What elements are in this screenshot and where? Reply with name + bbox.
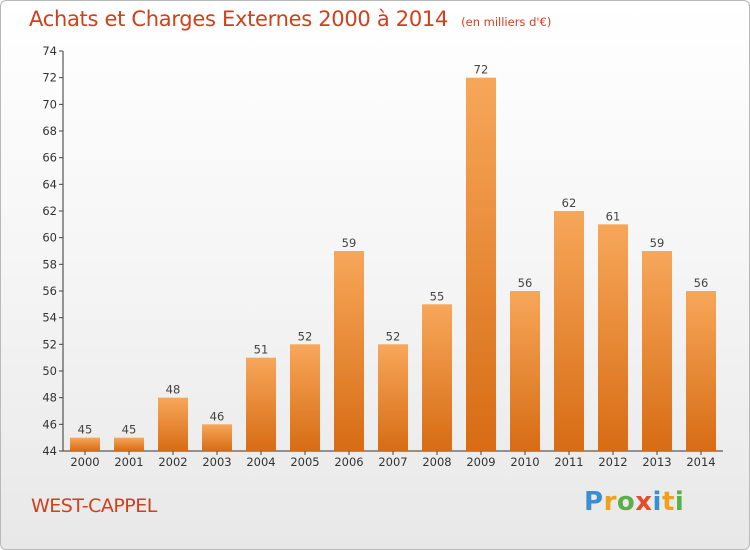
x-tick-label: 2013 [642, 455, 671, 469]
x-tick-label: 2008 [422, 455, 451, 469]
x-tick-label: 2007 [378, 455, 407, 469]
bar [70, 437, 100, 451]
chart-title: Achats et Charges Externes 2000 à 2014 [29, 7, 449, 31]
chart-axes: 44 46 48 50 52 54 56 58 60 62 64 66 68 70 72 74 [42, 44, 723, 458]
data-label: 48 [166, 383, 181, 397]
y-tick-label: 66 [42, 151, 57, 165]
data-label: 59 [342, 236, 357, 250]
x-tick-label: 2014 [686, 455, 715, 469]
data-label: 52 [298, 329, 313, 343]
y-tick-label: 54 [42, 311, 57, 325]
x-tick-label: 2004 [246, 455, 275, 469]
bar [422, 304, 452, 451]
data-label: 45 [122, 423, 137, 437]
bar [510, 291, 540, 451]
y-tick-label: 64 [42, 177, 57, 191]
data-label: 56 [694, 276, 709, 290]
bar [642, 251, 672, 451]
y-tick-label: 50 [42, 364, 57, 378]
bar [686, 291, 716, 451]
data-label: 62 [562, 196, 577, 210]
bar [598, 224, 628, 451]
y-tick-label: 68 [42, 124, 57, 138]
chart-bars [70, 77, 716, 452]
y-tick-label: 44 [42, 444, 57, 458]
data-label: 45 [78, 423, 93, 437]
bar [114, 437, 144, 451]
x-tick-label: 2001 [114, 455, 143, 469]
x-tick-label: 2011 [554, 455, 583, 469]
bar [246, 357, 276, 451]
bar [466, 77, 496, 452]
x-tick-label: 2012 [598, 455, 627, 469]
x-tick-label: 2005 [290, 455, 319, 469]
data-label: 72 [474, 63, 489, 77]
x-tick-label: 2009 [466, 455, 495, 469]
bar [554, 211, 584, 451]
bar [158, 397, 188, 451]
x-tick-label: 2000 [70, 455, 99, 469]
bar [334, 251, 364, 451]
y-tick-label: 56 [42, 284, 57, 298]
bar [290, 344, 320, 451]
x-tick-label: 2006 [334, 455, 363, 469]
y-tick-label: 48 [42, 391, 57, 405]
y-tick-label: 58 [42, 257, 57, 271]
y-tick-label: 52 [42, 337, 57, 351]
data-label: 56 [518, 276, 533, 290]
y-tick-label: 62 [42, 204, 57, 218]
chart-labels: 2000 45 2001 45 2002 48 2003 46 2004 51 2005 52 2006… [70, 63, 715, 469]
chart-subtitle: (en milliers d'€) [461, 15, 552, 29]
y-tick-label: 74 [42, 44, 57, 58]
data-label: 52 [386, 329, 401, 343]
bar [378, 344, 408, 451]
data-label: 55 [430, 289, 445, 303]
y-tick-label: 60 [42, 231, 57, 245]
bar [202, 424, 232, 451]
data-label: 51 [254, 343, 269, 357]
data-label: 61 [606, 209, 621, 223]
data-label: 59 [650, 236, 665, 250]
y-tick-label: 70 [42, 97, 57, 111]
y-tick-label: 46 [42, 417, 57, 431]
chart-title-row: Achats et Charges Externes 2000 à 2014 (… [29, 7, 551, 31]
data-label: 46 [210, 409, 225, 423]
proxiti-logo[interactable]: Proxiti [584, 487, 685, 517]
y-tick-label: 72 [42, 71, 57, 85]
city-name: WEST-CAPPEL [31, 495, 157, 517]
x-tick-label: 2010 [510, 455, 539, 469]
x-tick-label: 2003 [202, 455, 231, 469]
x-tick-label: 2002 [158, 455, 187, 469]
